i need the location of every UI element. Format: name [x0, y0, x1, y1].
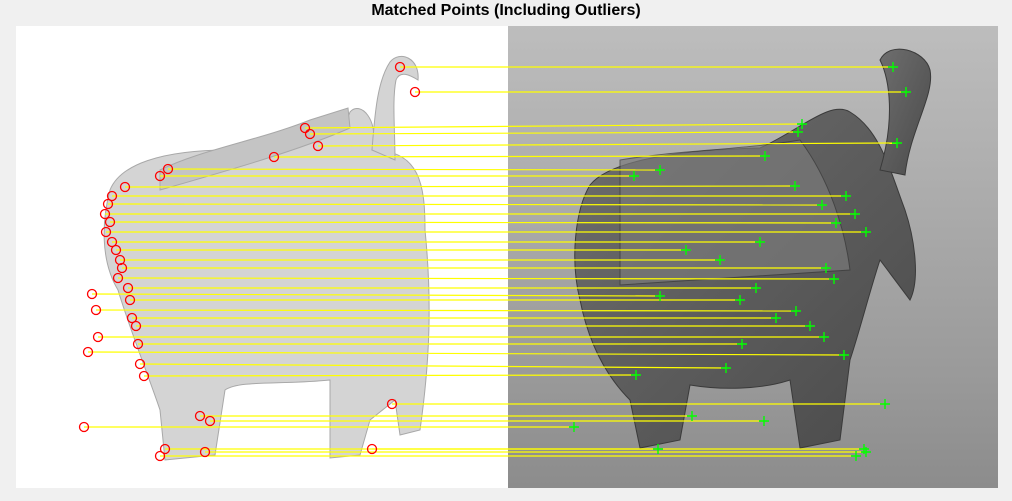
plot-area: [16, 26, 998, 488]
point-image2: [831, 218, 841, 228]
point-image2: [841, 191, 851, 201]
point-image2: [655, 165, 665, 175]
match-line: [304, 123, 803, 129]
match-line: [91, 293, 661, 297]
point-image1: [366, 443, 378, 455]
point-image1: [409, 86, 421, 98]
point-image1: [124, 294, 136, 306]
point-image1: [116, 262, 128, 274]
point-image2: [721, 363, 731, 373]
point-image2: [790, 181, 800, 191]
point-image2: [839, 350, 849, 360]
point-image2: [888, 62, 898, 72]
points-image2: [569, 62, 911, 461]
point-image2: [631, 370, 641, 380]
point-image2: [653, 444, 663, 454]
point-image1: [99, 208, 111, 220]
match-line: [95, 309, 797, 312]
match-line: [109, 221, 837, 224]
point-image2: [859, 444, 869, 454]
point-image2: [755, 237, 765, 247]
match-line: [139, 363, 727, 369]
point-image2: [805, 321, 815, 331]
point-image1: [106, 236, 118, 248]
point-image1: [299, 122, 311, 134]
point-image2: [760, 151, 770, 161]
point-image1: [86, 288, 98, 300]
point-image1: [100, 226, 112, 238]
point-image2: [901, 87, 911, 97]
point-image2: [569, 422, 579, 432]
match-line: [117, 277, 835, 280]
match-line: [167, 168, 661, 171]
point-image1: [90, 304, 102, 316]
point-image1: [110, 244, 122, 256]
point-image2: [819, 332, 829, 342]
point-image2: [861, 227, 871, 237]
match-lines: [84, 66, 906, 457]
point-image1: [126, 312, 138, 324]
point-image2: [735, 295, 745, 305]
point-image2: [892, 138, 902, 148]
point-image1: [119, 181, 131, 193]
point-image1: [138, 370, 150, 382]
point-image2: [759, 416, 769, 426]
point-image1: [312, 140, 324, 152]
point-image1: [394, 61, 406, 73]
point-image2: [821, 263, 831, 273]
point-image2: [797, 119, 807, 129]
point-image1: [134, 358, 146, 370]
point-image2: [629, 171, 639, 181]
match-line: [143, 374, 637, 377]
point-image2: [829, 274, 839, 284]
match-line: [107, 203, 823, 206]
composite-image: [16, 26, 998, 488]
point-image1: [159, 443, 171, 455]
chart-title: Matched Points (Including Outliers): [371, 2, 641, 19]
point-image1: [102, 198, 114, 210]
point-image1: [78, 421, 90, 433]
point-image1: [154, 450, 166, 462]
point-image1: [112, 272, 124, 284]
point-image2: [771, 313, 781, 323]
point-image1: [92, 331, 104, 343]
point-image2: [655, 291, 665, 301]
point-image1: [104, 216, 116, 228]
match-line: [309, 131, 799, 135]
point-image2: [851, 451, 861, 461]
point-image1: [162, 163, 174, 175]
point-image2: [791, 306, 801, 316]
point-image1: [386, 398, 398, 410]
point-image1: [199, 446, 211, 458]
point-image2: [687, 411, 697, 421]
point-image1: [106, 190, 118, 202]
point-image1: [154, 170, 166, 182]
match-line: [317, 142, 898, 147]
point-image1: [122, 282, 134, 294]
point-image1: [304, 128, 316, 140]
point-image1: [82, 346, 94, 358]
point-image2: [715, 255, 725, 265]
point-image2: [817, 200, 827, 210]
point-image2: [850, 209, 860, 219]
point-image1: [132, 338, 144, 350]
point-image2: [880, 399, 890, 409]
point-image2: [751, 283, 761, 293]
point-image2: [793, 127, 803, 137]
match-line: [273, 155, 766, 158]
point-image2: [737, 339, 747, 349]
match-line: [124, 185, 796, 188]
points-image1: [78, 61, 421, 462]
point-image1: [194, 410, 206, 422]
match-line: [87, 351, 845, 356]
point-image1: [204, 415, 216, 427]
point-image1: [268, 151, 280, 163]
point-image2: [681, 245, 691, 255]
point-image1: [130, 320, 142, 332]
